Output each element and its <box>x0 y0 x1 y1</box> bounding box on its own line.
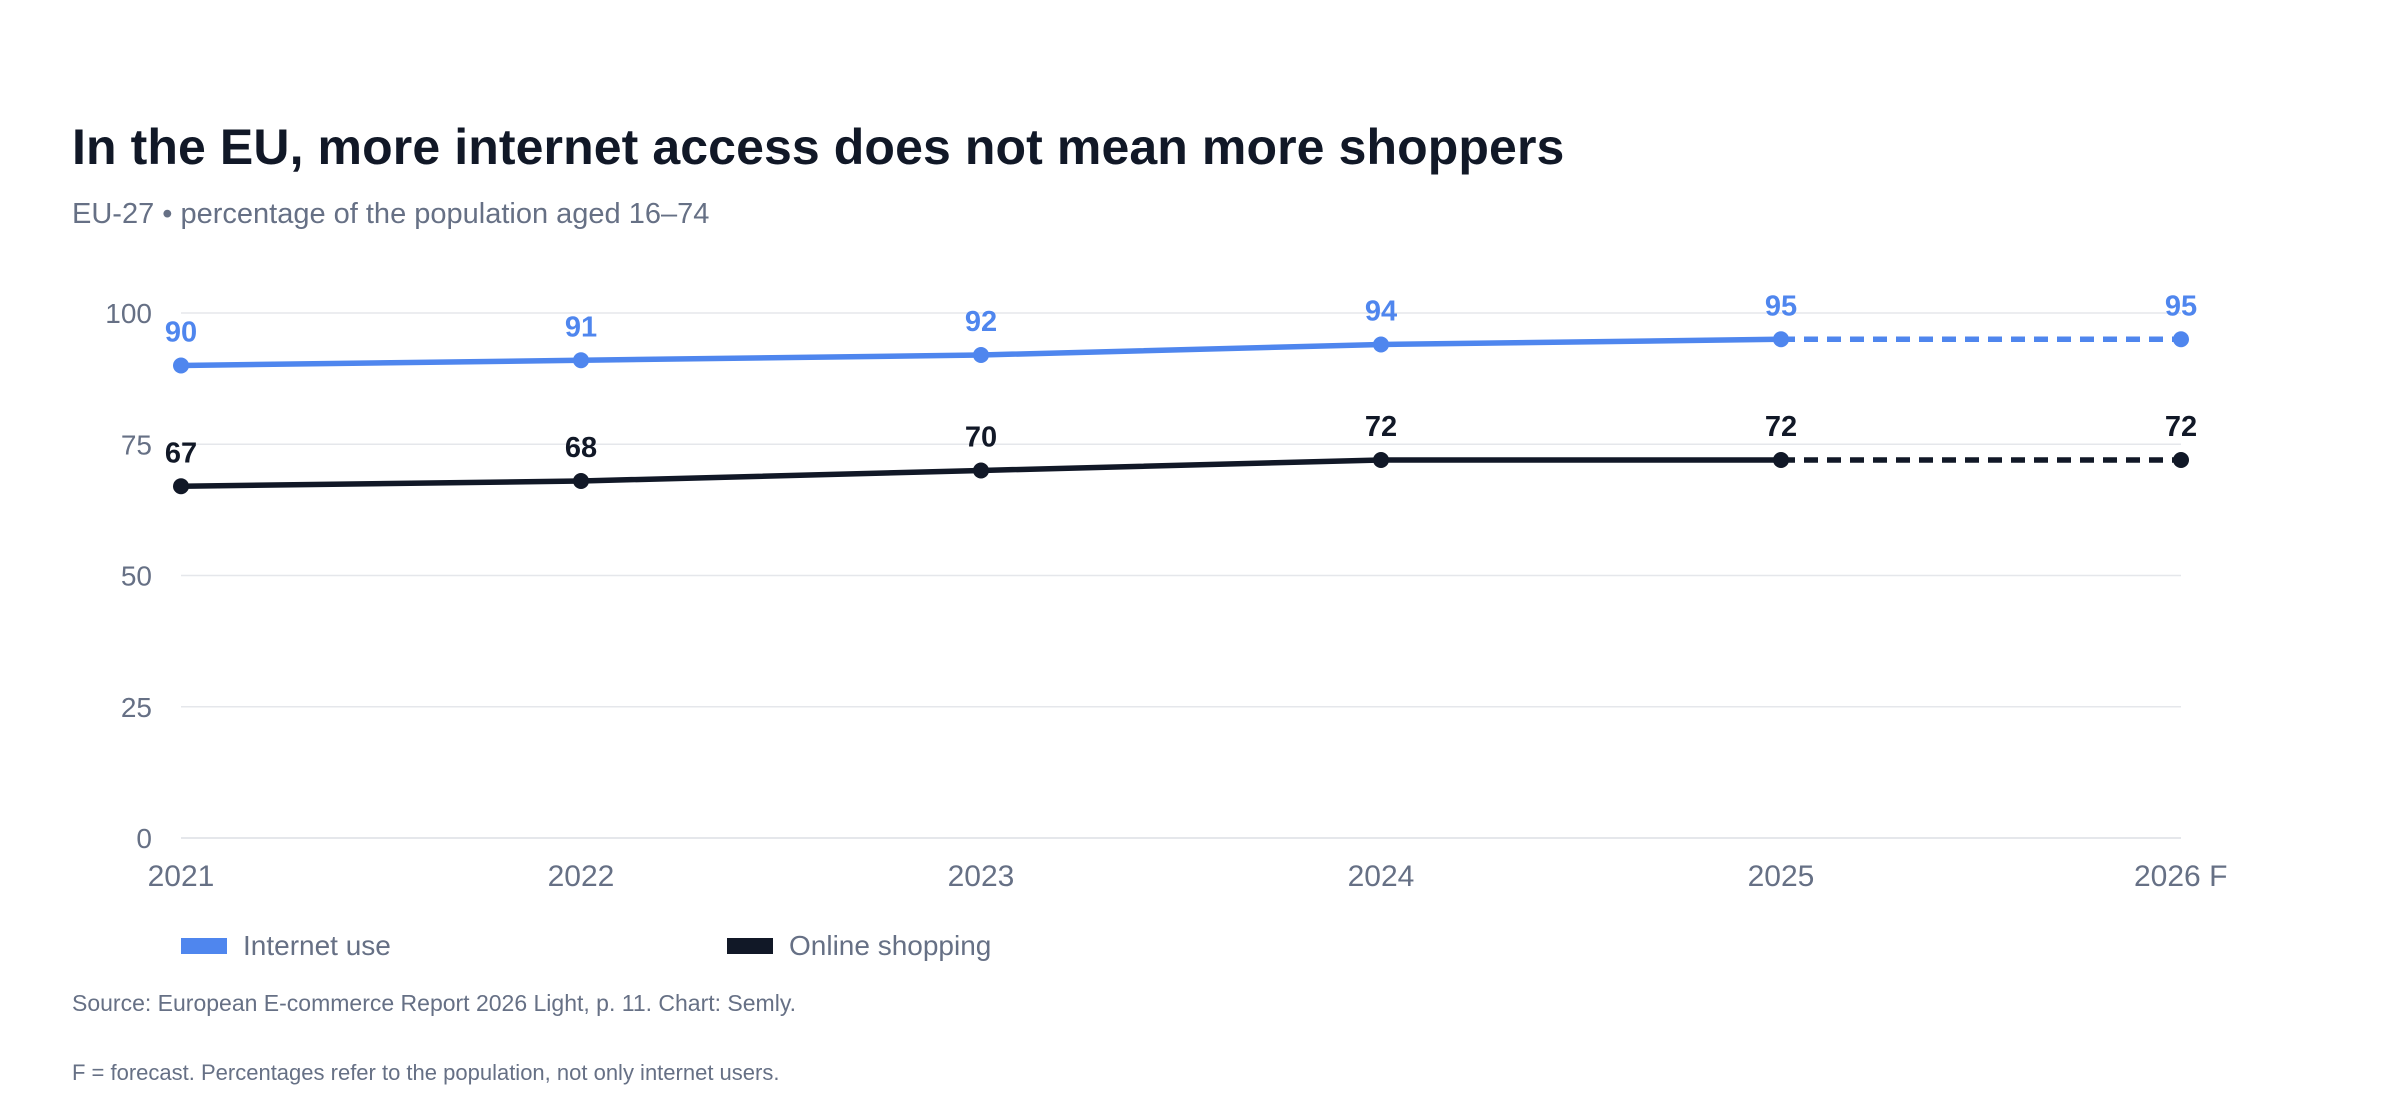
legend-label-online-shopping: Online shopping <box>789 930 992 961</box>
data-point-internet-use <box>1373 336 1389 353</box>
x-tick-label: 2022 <box>548 860 615 893</box>
y-tick-label: 50 <box>121 561 152 592</box>
x-tick-label: 2026 F <box>2134 860 2227 893</box>
data-point-online-shopping <box>1373 452 1389 468</box>
data-label-online-shopping: 72 <box>1365 411 1397 443</box>
data-label-online-shopping: 72 <box>1765 411 1797 443</box>
data-label-internet-use: 95 <box>1765 290 1797 322</box>
data-label-online-shopping: 70 <box>965 422 997 454</box>
y-tick-label: 75 <box>121 429 152 460</box>
y-tick-label: 0 <box>136 823 152 854</box>
x-tick-label: 2021 <box>148 860 215 893</box>
chart-title: In the EU, more internet access does not… <box>72 119 1565 175</box>
x-tick-label: 2023 <box>948 860 1015 893</box>
y-tick-label: 25 <box>121 692 152 723</box>
chart-note: F = forecast. Percentages refer to the p… <box>72 1060 780 1085</box>
data-point-online-shopping <box>973 462 989 479</box>
legend-item-online-shopping: Online shopping <box>727 926 991 966</box>
x-tick-label: 2025 <box>1748 860 1815 893</box>
legend-swatch-online-shopping <box>727 938 773 954</box>
x-tick-label: 2024 <box>1348 860 1415 893</box>
data-point-online-shopping <box>573 473 589 489</box>
data-label-online-shopping: 67 <box>165 437 197 469</box>
data-point-online-shopping <box>2173 452 2189 468</box>
data-label-internet-use: 94 <box>1365 296 1397 328</box>
data-label-internet-use: 91 <box>565 311 597 343</box>
data-label-online-shopping: 68 <box>565 432 597 464</box>
chart-subtitle: EU-27 • percentage of the population age… <box>72 198 710 230</box>
data-label-internet-use: 90 <box>165 317 197 349</box>
chart-legend: Internet use Online shopping <box>0 926 1200 966</box>
data-point-internet-use <box>1773 331 1789 348</box>
chart-source: Source: European E-commerce Report 2026 … <box>72 990 797 1016</box>
data-point-online-shopping <box>173 478 189 495</box>
data-point-online-shopping <box>1773 452 1789 468</box>
line-chart: 0 25 50 75 100 2021 2022 2023 2024 2025 2026 F 90 91… <box>105 290 2227 893</box>
legend-item-internet-use: Internet use <box>181 926 391 966</box>
data-point-internet-use <box>973 347 989 363</box>
data-point-internet-use <box>173 357 189 374</box>
legend-swatch-internet-use <box>181 938 227 954</box>
data-label-internet-use: 95 <box>2165 290 2197 322</box>
legend-label-internet-use: Internet use <box>243 930 391 961</box>
data-label-internet-use: 92 <box>965 306 997 338</box>
data-point-internet-use <box>573 352 589 369</box>
data-point-internet-use <box>2173 331 2189 348</box>
data-label-online-shopping: 72 <box>2165 411 2197 443</box>
y-tick-label: 100 <box>105 298 152 329</box>
